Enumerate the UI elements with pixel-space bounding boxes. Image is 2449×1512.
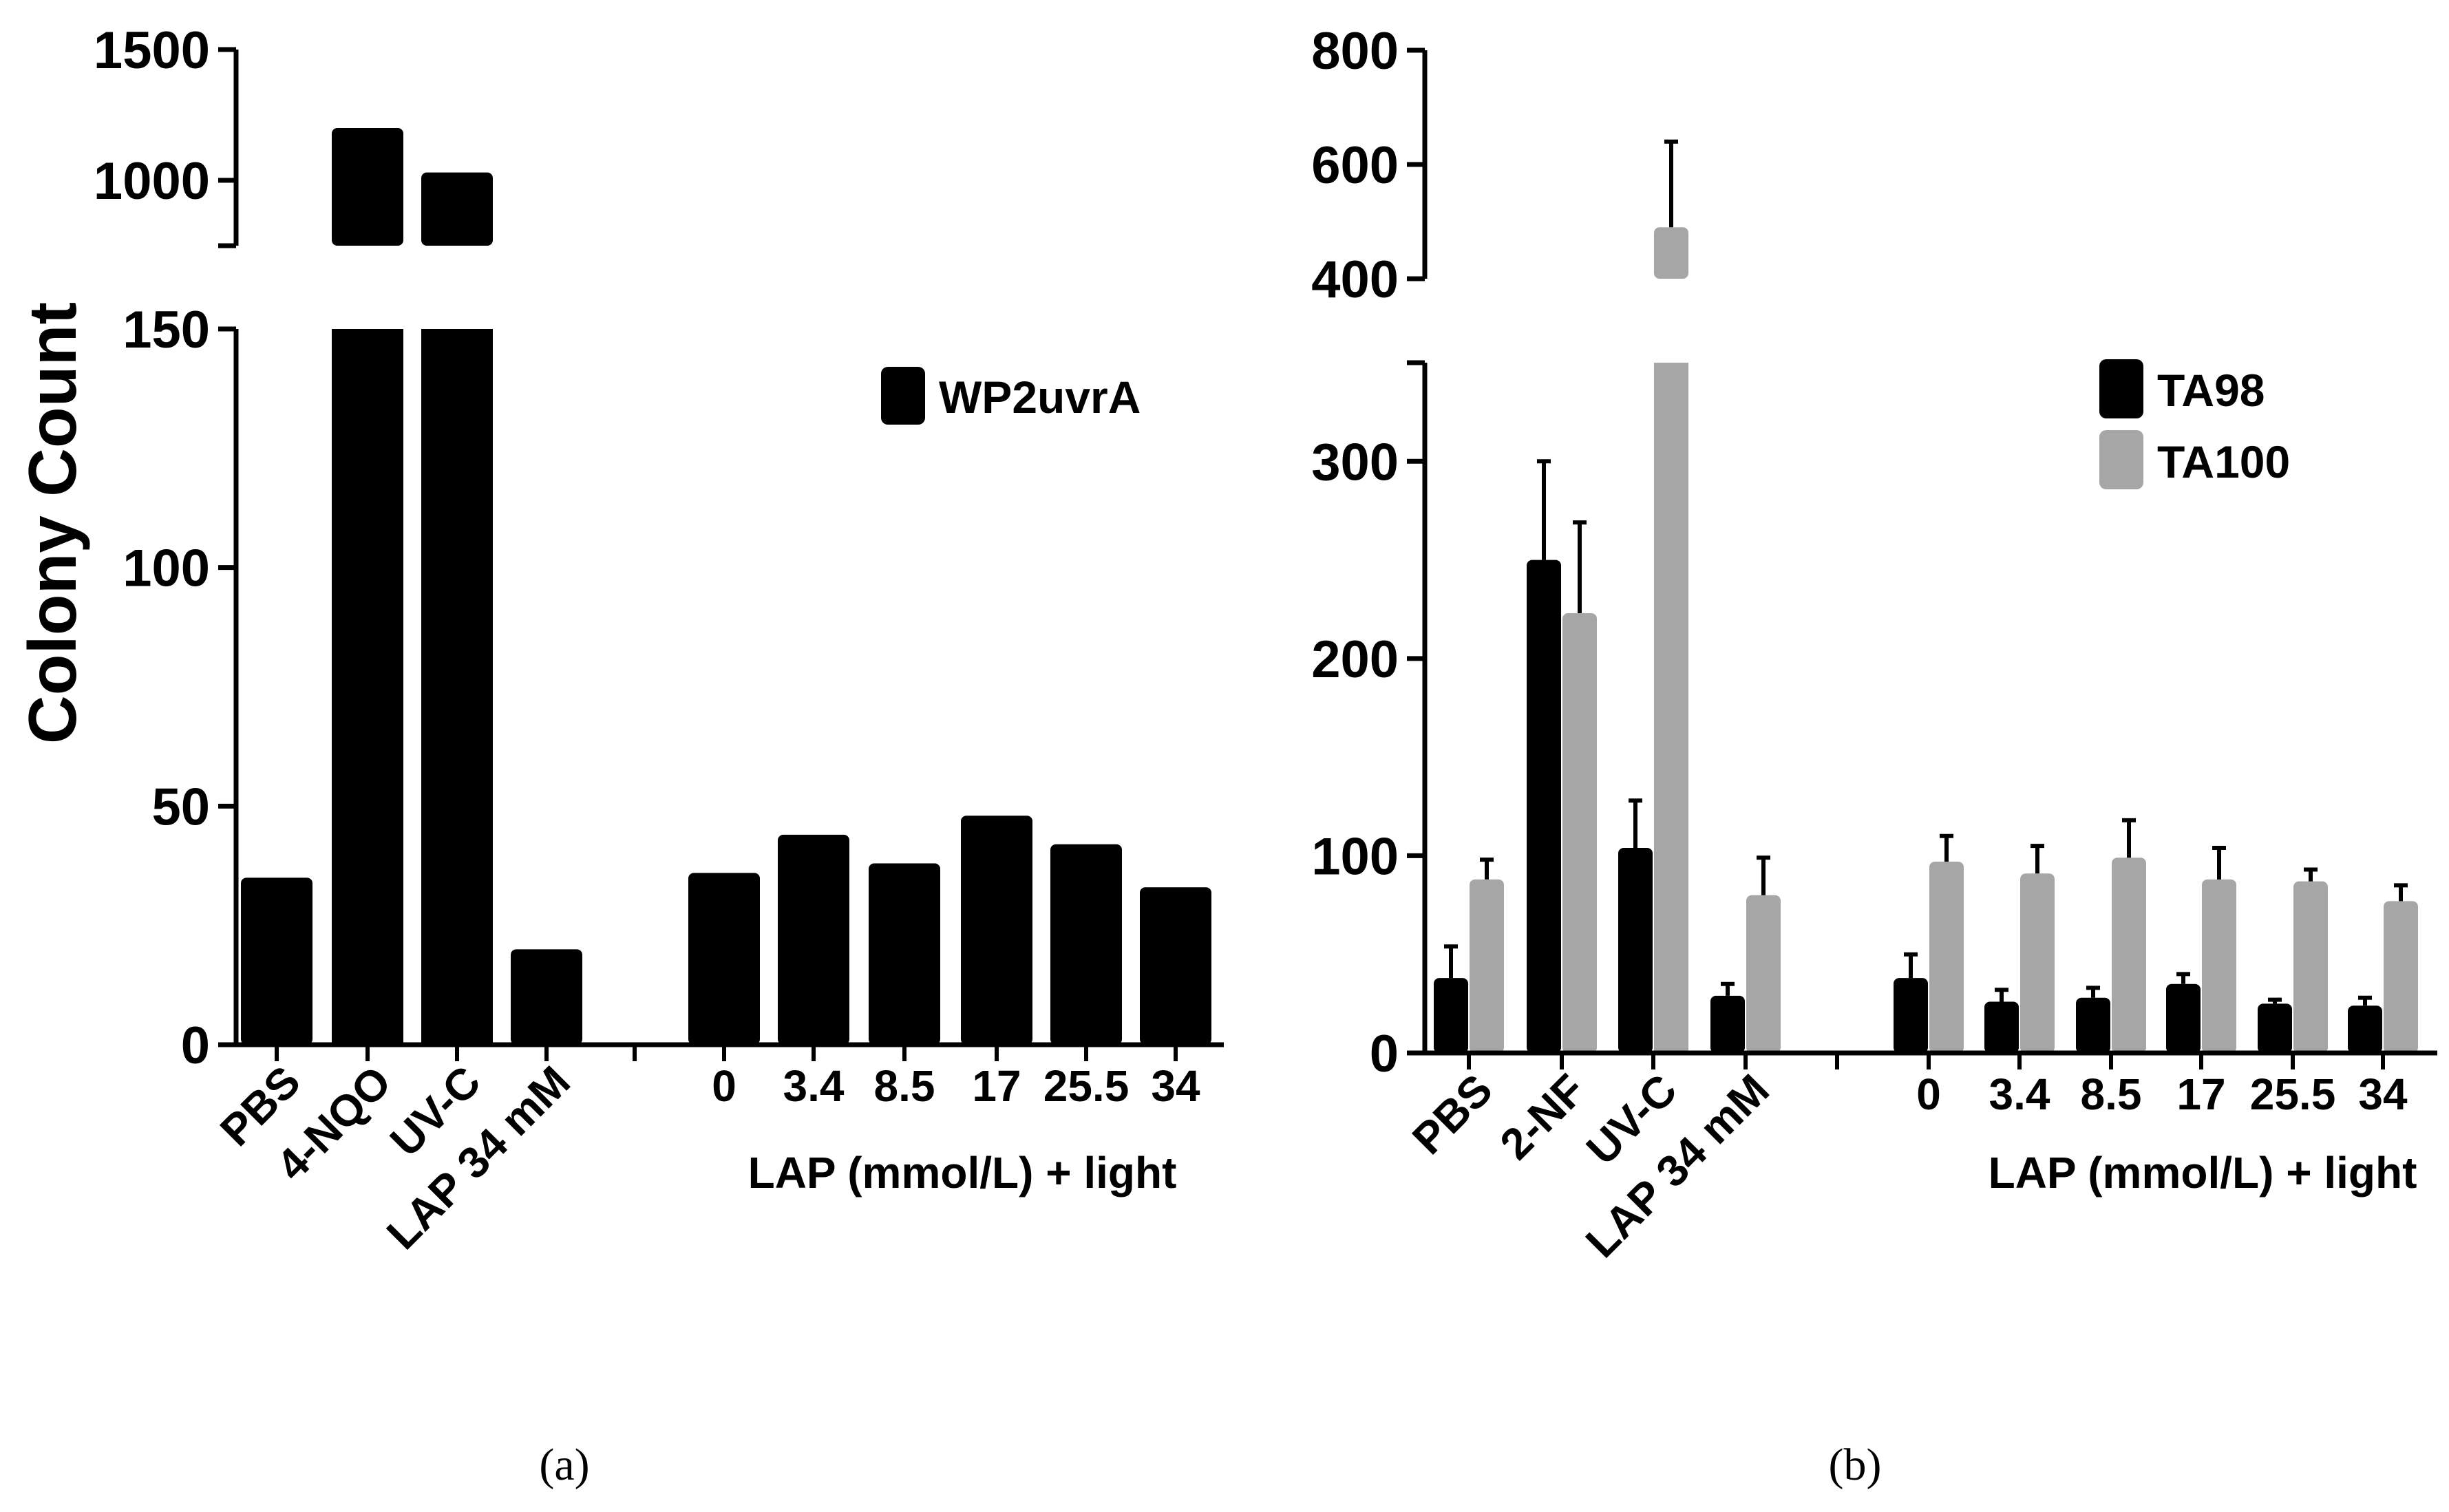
y-tick-label: 400 <box>1311 251 1399 309</box>
y-tick-label: 50 <box>151 778 210 836</box>
category-label: 25.5 <box>1043 1061 1130 1111</box>
panel-b-tick-labels: 0 100 200 300 400 600 800 <box>1311 22 1399 1083</box>
legend-swatch-wp2uvra <box>881 367 925 425</box>
category-label: 17 <box>972 1061 1021 1111</box>
bar <box>1562 613 1597 1053</box>
bar-upper <box>421 172 493 246</box>
bar <box>1654 363 1688 1053</box>
y-tick-label: 1000 <box>94 152 210 211</box>
panel-a-tick-labels: 0 50 100 150 1000 1500 <box>94 21 210 1075</box>
y-tick-label: 0 <box>181 1016 210 1075</box>
bar <box>869 863 940 1045</box>
legend-label-ta100: TA100 <box>2157 436 2290 487</box>
bar <box>1527 560 1561 1053</box>
bar <box>1470 879 1504 1053</box>
bar <box>2076 997 2110 1053</box>
panel-label-b: (b) <box>1829 1440 1882 1490</box>
panel-a-bars <box>241 128 1211 1045</box>
bar <box>2112 858 2146 1053</box>
panel-a-axes <box>218 47 1224 1061</box>
legend-swatch-ta100 <box>2099 430 2143 489</box>
bar <box>421 329 493 1045</box>
y-tick-label: 100 <box>1311 827 1399 886</box>
legend-b: TA98 TA100 <box>2099 359 2290 489</box>
category-label: 0 <box>1916 1069 1941 1119</box>
panel-label-a: (a) <box>539 1440 589 1490</box>
y-axis-label: Colony Count <box>14 302 90 744</box>
category-label: 34 <box>1151 1061 1200 1111</box>
legend-a: WP2uvrA <box>881 367 1141 425</box>
bar <box>2258 1003 2292 1053</box>
bar <box>688 873 760 1045</box>
bar <box>1929 862 1964 1053</box>
y-tick-label: 100 <box>123 540 210 598</box>
bar <box>1434 978 1468 1053</box>
category-label: 3.4 <box>783 1061 845 1111</box>
y-tick-label: 600 <box>1311 136 1399 195</box>
bar <box>2348 1005 2382 1053</box>
bar <box>2166 983 2201 1053</box>
category-label: 17 <box>2176 1069 2225 1119</box>
bar-upper <box>332 128 403 246</box>
bar <box>1710 995 1745 1053</box>
x-axis-label-b: LAP (mmol/L) + light <box>1989 1148 2417 1197</box>
panel-b-bars <box>1434 139 2418 1053</box>
bar <box>2202 879 2236 1053</box>
bar <box>1746 895 1781 1053</box>
bar <box>2384 901 2418 1053</box>
bar <box>778 834 849 1045</box>
category-label: 0 <box>712 1061 736 1111</box>
bar <box>961 816 1032 1045</box>
panel-b-axes <box>1407 47 2437 1069</box>
y-tick-label: 0 <box>1370 1025 1399 1083</box>
bar <box>1984 1001 2019 1053</box>
category-label: 25.5 <box>2250 1069 2336 1119</box>
bar <box>332 329 403 1045</box>
bar <box>511 949 582 1045</box>
bar <box>1618 847 1653 1053</box>
bar <box>1894 978 1928 1053</box>
bar <box>1050 844 1122 1045</box>
bar <box>241 877 312 1045</box>
y-tick-label: 200 <box>1311 630 1399 689</box>
legend-label-ta98: TA98 <box>2157 365 2265 416</box>
category-label: 34 <box>2358 1069 2408 1119</box>
y-tick-label: 800 <box>1311 22 1399 81</box>
y-tick-label: 300 <box>1311 433 1399 491</box>
y-tick-label: 150 <box>123 301 210 359</box>
bar-upper <box>1654 227 1688 279</box>
legend-label-wp2uvra: WP2uvrA <box>939 372 1141 423</box>
y-tick-label: 1500 <box>94 21 210 80</box>
x-axis-label-a: LAP (mmol/L) + light <box>748 1148 1177 1197</box>
bar <box>2020 873 2055 1053</box>
category-label: 8.5 <box>2081 1069 2142 1119</box>
category-label: 8.5 <box>874 1061 935 1111</box>
category-label: PBS <box>1403 1065 1502 1164</box>
bar <box>2293 881 2328 1053</box>
bar <box>1140 887 1211 1045</box>
category-label: 3.4 <box>1989 1069 2050 1119</box>
legend-swatch-ta98 <box>2099 359 2143 418</box>
category-label: 2-NF <box>1490 1065 1594 1169</box>
